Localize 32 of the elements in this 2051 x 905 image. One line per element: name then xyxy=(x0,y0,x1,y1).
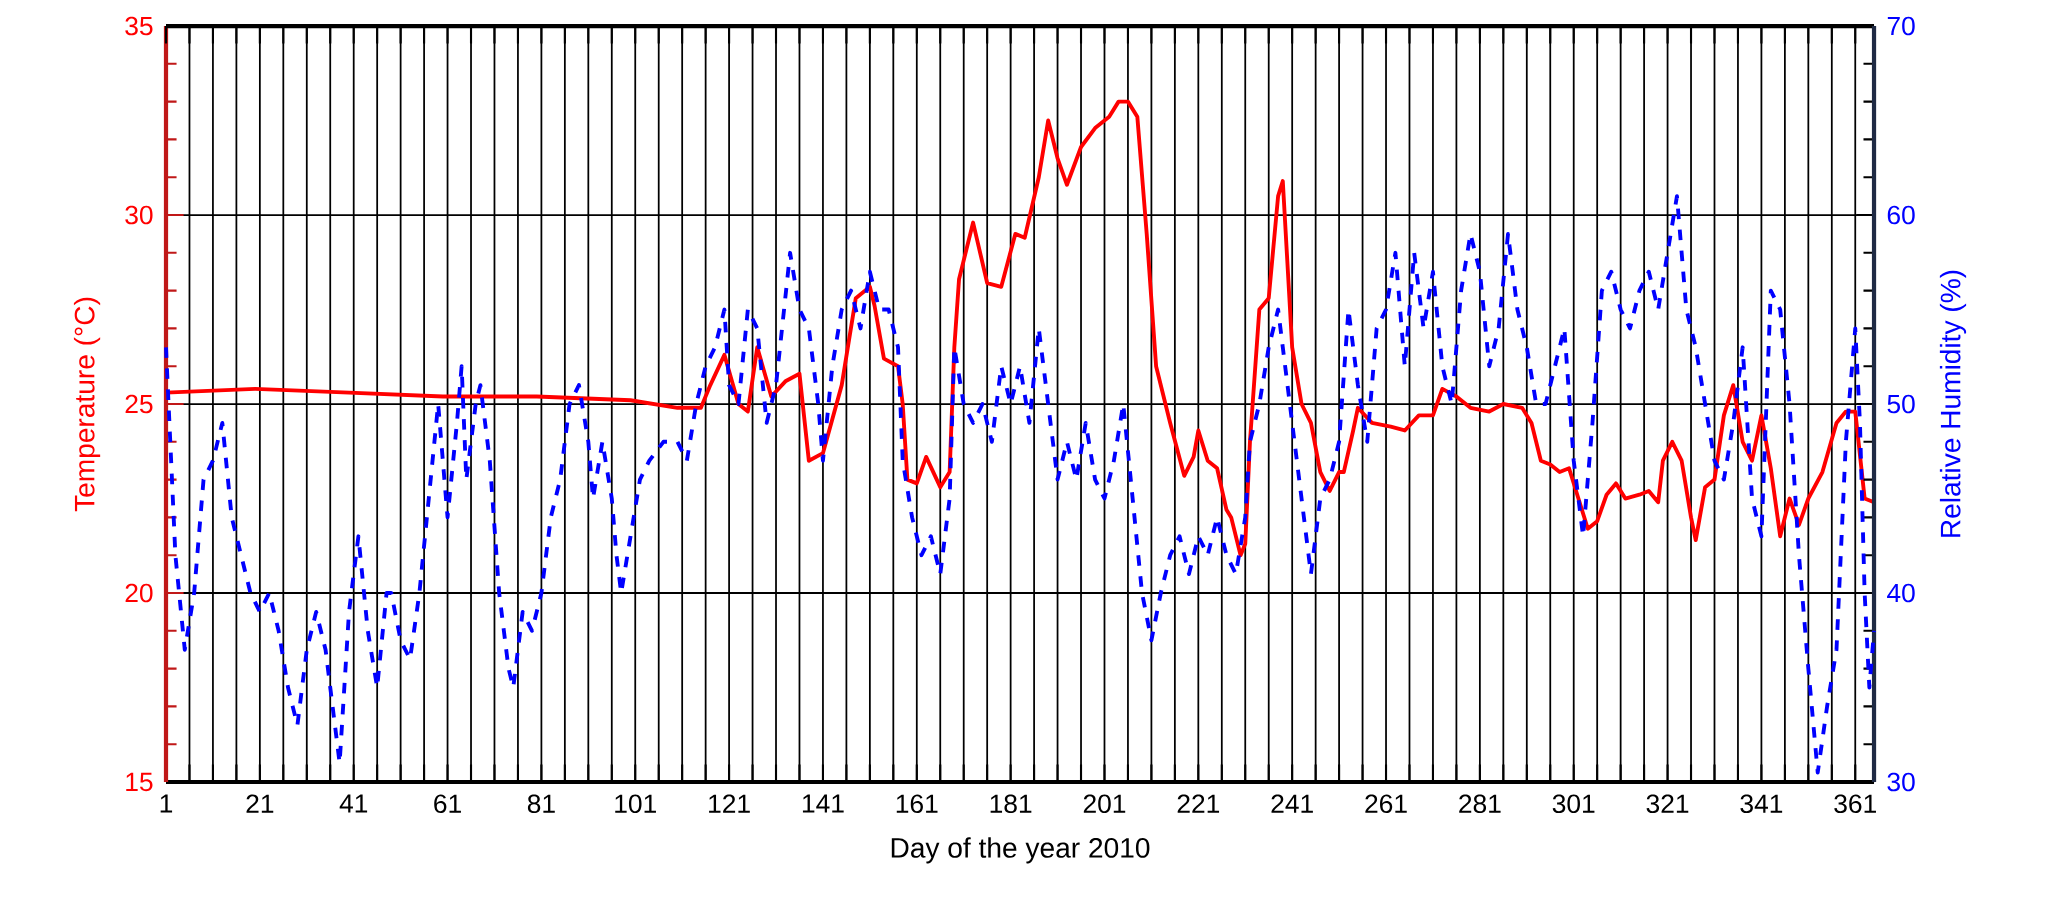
x-tick-label: 81 xyxy=(527,794,555,814)
x-tick-label: 1 xyxy=(160,794,173,813)
y-tick-label: 20 xyxy=(125,583,153,603)
x-tick-label: 241 xyxy=(1271,794,1313,813)
x-tick-label: 181 xyxy=(990,794,1032,814)
x-tick-label: 221 xyxy=(1177,794,1220,813)
x-tick-label: 21 xyxy=(246,794,274,813)
x-tick-label: 61 xyxy=(434,794,461,814)
y-tick-label: 35 xyxy=(125,16,153,36)
x-tick-label: 101 xyxy=(615,794,656,814)
y2-tick-label: 70 xyxy=(1887,16,1915,36)
x-tick-label: 261 xyxy=(1365,794,1407,814)
x-tick-label: 361 xyxy=(1834,794,1876,814)
x-tick-label: 341 xyxy=(1740,794,1783,814)
x-tick-label: 161 xyxy=(896,794,938,814)
x-tick-label: 301 xyxy=(1552,794,1595,814)
y-tick-label: 15 xyxy=(126,772,153,792)
y-axis-title: Temperature (°C) xyxy=(73,297,101,512)
x-tick-label: 201 xyxy=(1083,794,1126,814)
y2-tick-label: 30 xyxy=(1887,772,1915,792)
y2-axis-title: Relative Humidity (%) xyxy=(1939,270,1967,537)
y2-tick-label: 40 xyxy=(1887,583,1915,603)
y-tick-label: 25 xyxy=(125,394,153,414)
x-tick-label: 121 xyxy=(709,794,750,813)
y-tick-label: 30 xyxy=(125,205,153,225)
x-tick-label: 281 xyxy=(1459,794,1501,814)
x-tick-label: 321 xyxy=(1646,794,1689,814)
y2-tick-label: 60 xyxy=(1887,205,1915,225)
y2-tick-label: 50 xyxy=(1887,394,1915,414)
x-axis-title: Day of the year 2010 xyxy=(891,837,1150,864)
x-tick-label: 141 xyxy=(802,794,844,813)
x-tick-label: 41 xyxy=(339,794,368,813)
